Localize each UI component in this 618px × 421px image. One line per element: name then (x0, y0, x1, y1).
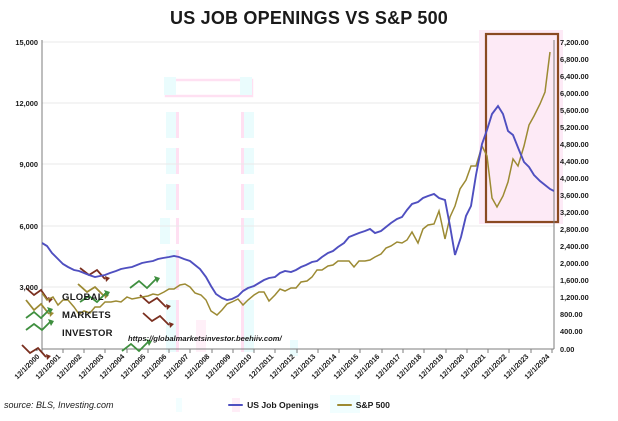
svg-text:5,200.00: 5,200.00 (560, 123, 589, 132)
watermark-url[interactable]: https://globalmarketsinvestor.beehiiv.co… (128, 334, 282, 343)
svg-text:2,400.00: 2,400.00 (560, 242, 589, 251)
svg-text:15,000: 15,000 (15, 38, 38, 47)
svg-text:6,400.00: 6,400.00 (560, 72, 589, 81)
watermark-markets: MARKETS (62, 310, 112, 321)
svg-text:12,000: 12,000 (15, 99, 38, 108)
legend-item-job-openings[interactable]: US Job Openings (228, 400, 319, 410)
x-axis-labels: 12/1/2000 12/1/2001 12/1/2002 12/1/2003 … (12, 352, 551, 381)
watermark-global: GLOBAL (62, 292, 104, 303)
svg-text:0.00: 0.00 (560, 345, 574, 354)
series-job-openings (42, 104, 554, 301)
svg-text:6,000.00: 6,000.00 (560, 89, 589, 98)
svg-text:7,200.00: 7,200.00 (560, 38, 589, 47)
axis-lines (41, 40, 555, 350)
right-axis-labels: 7,200.00 6,800.00 6,400.00 6,000.00 5,60… (560, 38, 589, 354)
svg-text:3,600.00: 3,600.00 (560, 191, 589, 200)
legend-label-sp500: S&P 500 (355, 400, 390, 410)
legend-label-job-openings: US Job Openings (247, 400, 319, 410)
svg-text:4,000.00: 4,000.00 (560, 174, 589, 183)
svg-text:1,200.00: 1,200.00 (560, 293, 589, 302)
series-sp500 (42, 51, 551, 316)
svg-text:2,800.00: 2,800.00 (560, 225, 589, 234)
svg-text:800.00: 800.00 (560, 310, 583, 319)
svg-text:5,600.00: 5,600.00 (560, 106, 589, 115)
svg-text:3,000: 3,000 (20, 283, 39, 292)
svg-text:400.00: 400.00 (560, 327, 583, 336)
source-note: source: BLS, Investing.com (4, 400, 114, 410)
logo-arrows-icon (21, 267, 174, 360)
left-axis-labels: 15,000 12,000 9,000 6,000 3,000 - (15, 38, 38, 354)
svg-text:9,000: 9,000 (20, 160, 39, 169)
watermark-investor: INVESTOR (62, 328, 113, 339)
svg-text:-: - (36, 345, 39, 354)
svg-text:1,600.00: 1,600.00 (560, 276, 589, 285)
svg-text:2,000.00: 2,000.00 (560, 259, 589, 268)
legend-swatch-icon (228, 403, 244, 407)
chart-legend: US Job Openings S&P 500 (0, 400, 618, 410)
gridlines (42, 41, 554, 288)
svg-text:6,000: 6,000 (20, 222, 39, 231)
legend-item-sp500[interactable]: S&P 500 (336, 400, 390, 410)
svg-text:4,800.00: 4,800.00 (560, 140, 589, 149)
svg-text:6,800.00: 6,800.00 (560, 55, 589, 64)
svg-text:3,200.00: 3,200.00 (560, 208, 589, 217)
page-title: US JOB OPENINGS VS S&P 500 (170, 8, 448, 28)
svg-text:4,400.00: 4,400.00 (560, 157, 589, 166)
legend-swatch-icon (336, 403, 352, 407)
